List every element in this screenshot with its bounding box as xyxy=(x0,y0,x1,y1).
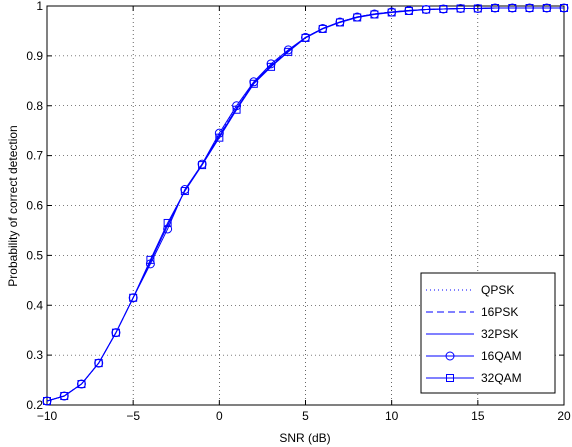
legend-label-16psk: 16PSK xyxy=(481,305,518,319)
y-tick-label: 0.5 xyxy=(26,248,43,262)
marker-32qam xyxy=(43,397,51,406)
axis-ticks: −10 −5 0 5 10 15 20 0.2 0.3 0.4 0.5 0.6 0.7 0.8 0.9 1 xyxy=(26,0,571,423)
y-tick-label: 0.4 xyxy=(26,298,43,312)
marker-32qam xyxy=(77,380,86,389)
x-tick-label: 0 xyxy=(216,409,223,423)
legend: QPSK 16PSK 32PSK 16QAM 32QAM xyxy=(420,272,556,394)
marker-32qam xyxy=(111,328,120,337)
marker-32qam xyxy=(129,293,138,302)
marker-16qam xyxy=(214,128,224,138)
marker-32qam xyxy=(439,4,448,13)
x-tick-label: 15 xyxy=(471,409,485,423)
y-tick-label: 0.9 xyxy=(26,49,43,63)
marker-32qam xyxy=(163,218,172,227)
y-tick-label: 1 xyxy=(36,0,43,13)
marker-32qam xyxy=(60,392,69,401)
y-tick-label: 0.6 xyxy=(26,199,43,213)
marker-32qam xyxy=(370,10,379,19)
series-markers xyxy=(42,3,569,406)
legend-label-32psk: 32PSK xyxy=(481,327,518,341)
legend-box xyxy=(420,272,556,394)
x-tick-label: −5 xyxy=(126,409,140,423)
y-axis-label: Probability of correct detection xyxy=(6,125,20,286)
marker-32qam xyxy=(267,62,276,71)
marker-32qam xyxy=(525,3,534,12)
legend-label-16qam: 16QAM xyxy=(481,349,522,363)
series-line-32qam xyxy=(46,7,564,402)
marker-32qam xyxy=(508,3,517,12)
marker-32qam xyxy=(284,47,293,56)
marker-32qam xyxy=(422,5,431,14)
marker-32qam xyxy=(249,79,258,88)
marker-32qam xyxy=(94,359,103,368)
y-tick-label: 0.7 xyxy=(26,149,43,163)
y-tick-label: 0.3 xyxy=(26,348,43,362)
y-tick-label: 0.8 xyxy=(26,99,43,113)
x-tick-label: 20 xyxy=(557,409,571,423)
x-tick-label: −10 xyxy=(37,409,58,423)
marker-32qam xyxy=(560,3,568,12)
marker-32qam xyxy=(232,105,241,114)
legend-label-32qam: 32QAM xyxy=(481,371,522,385)
marker-32qam xyxy=(180,187,189,196)
x-axis-label: SNR (dB) xyxy=(279,431,330,445)
y-tick-label: 0.2 xyxy=(26,398,43,412)
marker-32qam xyxy=(198,161,207,170)
legend-marker-circle xyxy=(445,351,455,361)
marker-32qam xyxy=(473,4,482,13)
legend-marker-square xyxy=(446,374,454,382)
marker-32qam xyxy=(491,3,500,12)
marker-16qam xyxy=(163,224,173,234)
marker-32qam xyxy=(301,33,310,42)
marker-32qam xyxy=(353,13,362,22)
series-lines xyxy=(46,7,564,402)
marker-32qam xyxy=(456,4,465,13)
x-tick-label: 5 xyxy=(302,409,309,423)
marker-32qam xyxy=(335,18,344,27)
marker-32qam xyxy=(542,3,551,12)
legend-label-qpsk: QPSK xyxy=(481,283,514,297)
marker-32qam xyxy=(318,24,327,33)
x-tick-label: 10 xyxy=(385,409,399,423)
marker-32qam xyxy=(215,133,224,142)
marker-32qam xyxy=(387,8,396,17)
marker-32qam xyxy=(404,6,413,15)
marker-32qam xyxy=(146,255,155,264)
